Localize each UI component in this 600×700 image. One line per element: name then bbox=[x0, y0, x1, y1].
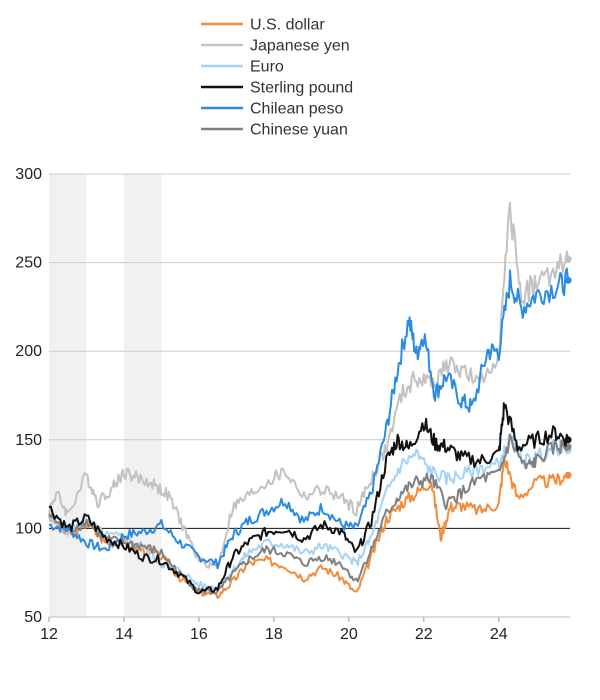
legend-item-u-s-dollar: U.S. dollar bbox=[201, 17, 325, 34]
series-end-dot-sterling-pound bbox=[564, 436, 572, 444]
legend-label: Euro bbox=[250, 59, 284, 76]
legend-label: Chilean peso bbox=[250, 101, 344, 118]
legend: U.S. dollar Japanese yen Euro Sterling poun… bbox=[201, 17, 353, 139]
series-line-chilean-peso bbox=[48, 267, 570, 569]
legend-item-chinese-yuan: Chinese yuan bbox=[201, 122, 348, 139]
x-tick-label: 14 bbox=[115, 626, 133, 643]
shaded-periods bbox=[49, 174, 162, 617]
legend-label: Japanese yen bbox=[250, 38, 350, 55]
series-line-u-s-dollar bbox=[48, 456, 569, 599]
legend-item-sterling-pound: Sterling pound bbox=[201, 80, 353, 97]
series-line-japanese-yen bbox=[48, 201, 570, 570]
y-tick-label: 300 bbox=[15, 166, 42, 183]
series-end-dot-japanese-yen bbox=[564, 255, 572, 263]
y-tick-label: 100 bbox=[15, 520, 42, 537]
gridlines bbox=[49, 173, 570, 618]
legend-item-chilean-peso: Chilean peso bbox=[201, 101, 344, 118]
y-axis-ticks: 50 100 150 200 250 300 bbox=[15, 166, 42, 626]
series-end-dot-u-s-dollar bbox=[564, 471, 572, 479]
legend-label: Chinese yuan bbox=[250, 122, 348, 139]
y-tick-label: 50 bbox=[24, 609, 42, 626]
legend-label: U.S. dollar bbox=[250, 17, 325, 34]
x-tick-label: 12 bbox=[40, 626, 58, 643]
series-line-chinese-yuan bbox=[48, 433, 570, 595]
x-tick-label: 22 bbox=[415, 626, 433, 643]
series-lines bbox=[48, 201, 572, 599]
legend-item-euro: Euro bbox=[201, 59, 284, 76]
legend-item-japanese-yen: Japanese yen bbox=[201, 38, 350, 55]
y-tick-label: 150 bbox=[15, 432, 42, 449]
x-tick-label: 16 bbox=[190, 626, 208, 643]
y-tick-label: 250 bbox=[15, 255, 42, 272]
x-tick-label: 20 bbox=[340, 626, 358, 643]
x-tick-label: 18 bbox=[265, 626, 283, 643]
shaded-period-0 bbox=[49, 174, 87, 617]
series-line-sterling-pound bbox=[48, 402, 570, 595]
x-tick-label: 24 bbox=[490, 626, 508, 643]
x-axis-ticks: 12 14 16 18 20 22 24 bbox=[40, 617, 508, 643]
y-tick-label: 200 bbox=[15, 343, 42, 360]
series-end-dot-chilean-peso bbox=[564, 276, 572, 284]
legend-label: Sterling pound bbox=[250, 80, 353, 97]
